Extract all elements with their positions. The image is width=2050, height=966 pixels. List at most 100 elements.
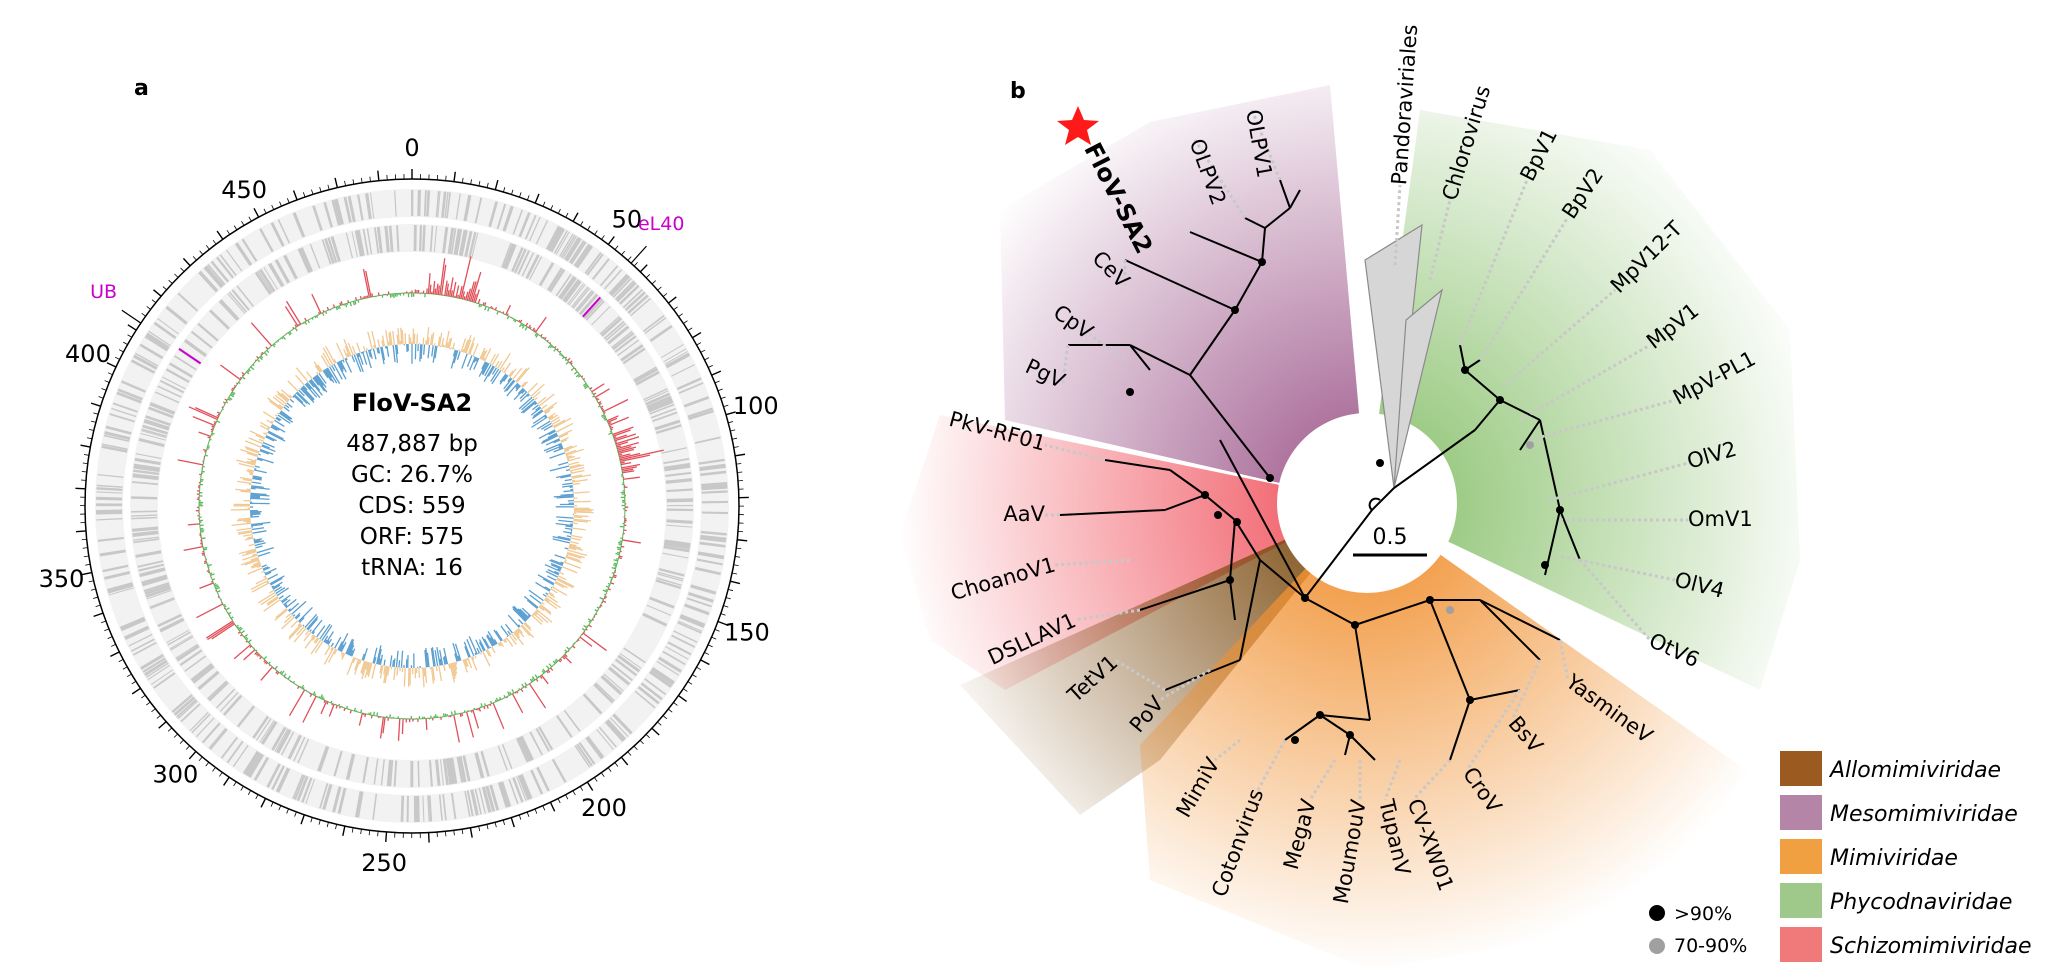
gc-skew-bar (500, 625, 510, 637)
gc-content-bar (309, 692, 311, 695)
gc-skew-bar (357, 353, 360, 358)
cds-gene (203, 267, 223, 288)
cds-gene (664, 350, 688, 365)
support-dot (1258, 258, 1266, 266)
gc-skew-bar (259, 421, 271, 429)
support-dot (1226, 576, 1234, 584)
gc-content-bar (425, 718, 428, 731)
gc-skew-bar (503, 375, 509, 382)
cds-gene (117, 388, 143, 401)
scale-tick (678, 313, 683, 317)
cds-gene (393, 760, 398, 787)
gc-skew-bar (356, 342, 361, 353)
scale-tick (360, 829, 362, 835)
cds-gene (176, 698, 197, 718)
gc-skew-bar (532, 613, 535, 616)
cds-gene (184, 339, 207, 357)
scale-tick (377, 831, 379, 837)
gc-skew-bar (400, 327, 403, 345)
scale-tick (728, 589, 734, 592)
gc-skew-bar (314, 365, 321, 374)
gc-skew-bar (570, 537, 581, 541)
gc-content-bar (223, 607, 226, 610)
gc-content-bar (339, 706, 341, 709)
cds-gene (666, 488, 693, 493)
cds-gene (236, 285, 254, 307)
cds-gene (598, 726, 617, 748)
tip-leader (1054, 558, 1131, 567)
gc-skew-bar (505, 380, 516, 392)
cds-gene (688, 591, 714, 603)
gc-skew-bar (389, 655, 393, 667)
scale-tick (335, 824, 338, 830)
cds-gene (516, 738, 529, 763)
scale-tick (263, 208, 267, 214)
cds-gene (444, 191, 449, 218)
gc-content-bar (506, 313, 509, 316)
cds-gene (140, 432, 166, 441)
cds-gene (195, 717, 215, 738)
gc-skew-bar (267, 597, 279, 606)
cds-gene (623, 647, 646, 664)
cds-gene (635, 370, 660, 386)
cds-gene (599, 315, 620, 335)
gc-skew-bar (236, 527, 252, 532)
cds-gene (461, 230, 468, 257)
gc-content-bar (532, 327, 536, 331)
gc-skew-bar (552, 538, 570, 544)
gc-skew-bar (353, 354, 362, 372)
scale-tick (720, 396, 726, 400)
cds-gene (501, 242, 512, 268)
gc-skew-bar (347, 642, 355, 656)
gc-skew-bar (244, 446, 260, 453)
gc-skew-bar (503, 362, 512, 373)
gc-skew-bar (236, 459, 256, 466)
gc-content-track (177, 256, 664, 743)
gc-content-bar (305, 689, 308, 692)
cds-gene (175, 643, 199, 659)
cds-gene (666, 520, 693, 524)
cds-gene (131, 510, 158, 513)
gc-skew-bar (247, 567, 263, 575)
gc-skew-bar (490, 368, 500, 382)
scale-tick-label: 0 (404, 134, 419, 162)
scale-tick (730, 429, 736, 432)
gc-content-bar (553, 348, 557, 352)
gc-skew-bar (530, 383, 545, 397)
gc-content-bar (213, 420, 217, 424)
gc-content-bar (243, 634, 248, 638)
gc-skew-bar (486, 635, 494, 647)
cds-gene (584, 252, 602, 275)
gc-content-bar (264, 660, 267, 664)
gc-skew-bar (262, 411, 276, 420)
gc-skew-bar (516, 367, 530, 383)
scale-bar-label: 0.5 (1373, 525, 1408, 550)
cds-gene (144, 334, 169, 352)
gc-skew-bar (507, 630, 512, 636)
gc-content-bar (247, 370, 250, 373)
scale-tick (188, 750, 197, 760)
cds-gene (646, 604, 672, 616)
cds-gene (501, 744, 513, 769)
gc-content-bar (616, 445, 622, 448)
gc-skew-bar (337, 361, 344, 372)
gc-content-bar (187, 523, 200, 526)
gc-content-bar (447, 289, 450, 297)
scale-tick (93, 596, 99, 599)
gc-skew-bar (474, 652, 477, 656)
gc-content-bar (612, 426, 634, 436)
gc-skew-bar (400, 650, 404, 668)
panel-b-label: b (1010, 79, 1026, 104)
gc-skew-bar (322, 347, 334, 366)
gc-skew-bar (441, 337, 445, 347)
gc-skew-bar (544, 415, 548, 418)
cds-gene (369, 192, 375, 219)
gc-skew-bar (358, 352, 364, 365)
gc-skew-bar (305, 382, 312, 390)
gc-content-bar (558, 353, 562, 356)
gc-content-bar (210, 428, 214, 431)
gc-content-bar (498, 696, 502, 700)
cds-gene (620, 344, 644, 362)
cds-gene (521, 252, 535, 277)
gc-content-bar (357, 299, 360, 303)
